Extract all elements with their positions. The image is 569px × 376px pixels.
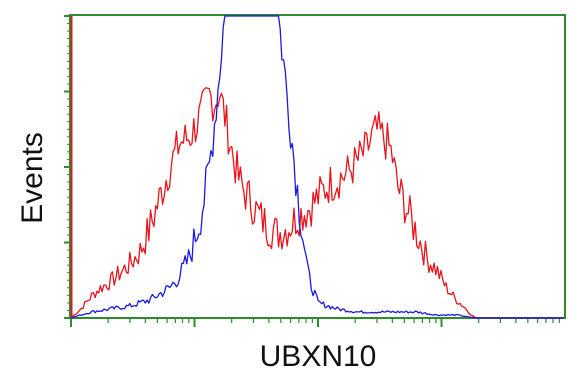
x-axis-label: UBXN10 [260,340,377,373]
series-layer [70,15,564,319]
plot-frame [69,14,566,319]
y-axis-ticks [64,15,71,319]
y-axis-label: Events [16,132,49,224]
x-axis-ticks [70,318,560,327]
series-blue-line [70,15,564,319]
